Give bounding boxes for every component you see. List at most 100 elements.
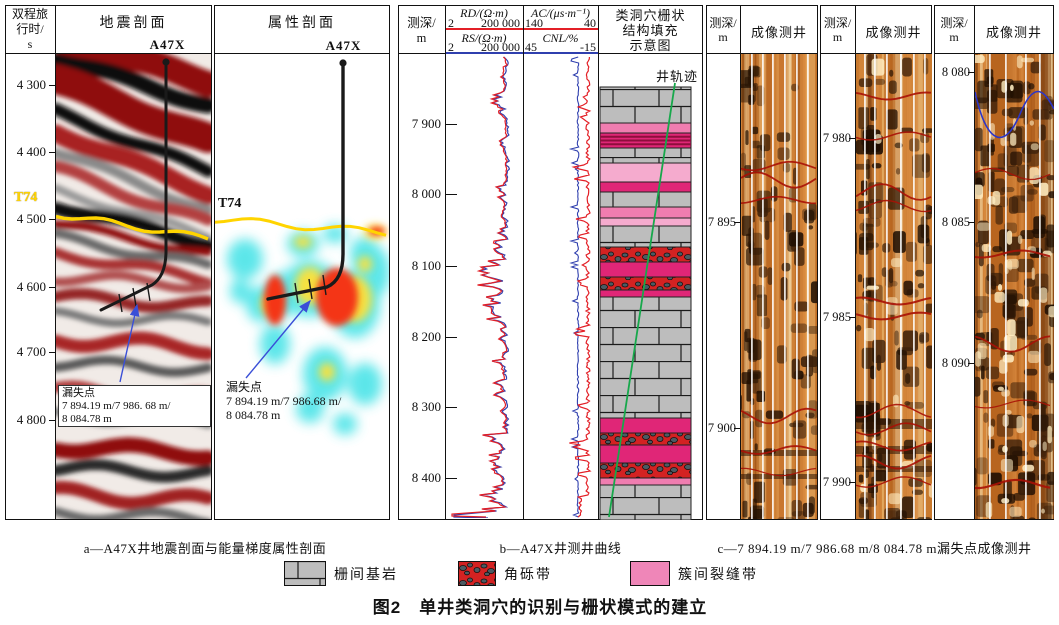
schematic-title: 类洞穴栅状 结构填充 示意图 bbox=[598, 8, 703, 53]
c2-depth-l1: 测深/ bbox=[823, 16, 852, 30]
legend-label-bedrock: 栅间基岩 bbox=[334, 568, 398, 583]
curve-header-ac: AC/(μs·m⁻¹) bbox=[531, 6, 590, 20]
rs-min: 2 bbox=[448, 40, 454, 54]
image-depth-tick-label: 7 980 bbox=[822, 131, 851, 145]
cnl-max: -15 bbox=[580, 40, 596, 54]
porosity-curves bbox=[568, 56, 592, 518]
depth-tick-mark bbox=[445, 124, 457, 125]
time-tick-mark bbox=[49, 420, 55, 421]
attribute-leak-depths2: 8 084.78 m bbox=[226, 408, 281, 422]
seismic-leak-title: 漏失点 bbox=[62, 387, 95, 399]
image-depth-tick-mark bbox=[734, 428, 740, 429]
c3-depth-l2: m bbox=[949, 30, 959, 44]
image-depth-tick-mark bbox=[849, 317, 855, 318]
rs-scale-line bbox=[446, 52, 523, 54]
depth-tick-label: 8 400 bbox=[411, 470, 441, 485]
curve-header-rs: RS/(Ω·m) bbox=[461, 31, 507, 45]
subcaption-b: b—A47X井测井曲线 bbox=[499, 541, 622, 556]
curve-scale-rs: 2 200 000 bbox=[448, 40, 520, 54]
attribute-leak-title: 漏失点 bbox=[226, 380, 263, 394]
time-tick-label: 4 800 bbox=[16, 412, 46, 427]
panel-c3-header-line bbox=[934, 53, 1054, 54]
panel-b-divider-2 bbox=[523, 5, 524, 520]
panel-c2-header-line bbox=[820, 53, 932, 54]
image-depth-tick-mark bbox=[849, 138, 855, 139]
depth-tick-label: 8 000 bbox=[411, 186, 441, 201]
legend-swatch-breccia-graphic bbox=[458, 561, 496, 586]
ac-scale-line bbox=[524, 28, 598, 30]
panel-b-header-line-depth bbox=[398, 53, 445, 54]
time-axis-label-line1: 双程旅 bbox=[11, 7, 48, 21]
c1-depth-l2: m bbox=[718, 30, 728, 44]
depth-tick-label: 8 100 bbox=[411, 258, 441, 273]
attribute-header-line bbox=[214, 53, 390, 54]
legend-label-breccia: 角砾带 bbox=[504, 568, 552, 583]
attribute-leak-depths1: 7 894.19 m/7 986.68 m/ bbox=[226, 394, 342, 408]
attribute-well-label: A47X bbox=[325, 38, 362, 53]
legend-swatch-bedrock-graphic bbox=[284, 561, 326, 586]
panel-b-divider-3 bbox=[598, 5, 599, 520]
image-depth-tick-mark bbox=[968, 363, 974, 364]
time-tick-label: 4 700 bbox=[16, 344, 46, 359]
seismic-leak-annotation: 漏失点 7 894.19 m/7 986. 68 m/ 8 084.78 m bbox=[58, 385, 211, 427]
legend-swatch-bedrock bbox=[284, 561, 326, 586]
panel-b-divider-1 bbox=[445, 5, 446, 520]
depth-axis-label: 测深/ m bbox=[398, 16, 445, 46]
seismic-leak-depths2: 8 084.78 m bbox=[62, 413, 112, 425]
time-tick-label: 4 600 bbox=[16, 279, 46, 294]
depth-tick-mark bbox=[445, 266, 457, 267]
image-depth-tick-label: 8 085 bbox=[941, 215, 970, 229]
c1-depth-label: 测深/ m bbox=[706, 16, 740, 44]
image-log-2 bbox=[856, 54, 932, 519]
time-tick-mark bbox=[49, 152, 55, 153]
depth-tick-mark bbox=[445, 194, 457, 195]
time-tick-label: 4 300 bbox=[16, 77, 46, 92]
c3-depth-l1: 测深/ bbox=[940, 16, 968, 30]
legend-swatch-breccia bbox=[458, 561, 496, 586]
rd-max: 200 000 bbox=[481, 16, 520, 30]
schematic-title-line1: 类洞穴栅状 bbox=[615, 8, 686, 23]
time-axis-label: 双程旅 行时/ s bbox=[6, 7, 54, 52]
subcaption-c: c—7 894.19 m/7 986.68 m/8 084.78 m漏失点成像测… bbox=[717, 541, 1032, 556]
curve-scale-rd: 2 200 000 bbox=[448, 16, 520, 30]
seismic-leak-depths1: 7 894.19 m/7 986. 68 m/ bbox=[62, 400, 171, 412]
attribute-leak-annotation: 漏失点 7 894.19 m/7 986.68 m/ 8 084.78 m bbox=[226, 380, 388, 422]
time-tick-mark bbox=[49, 219, 55, 220]
image-depth-tick-mark bbox=[968, 222, 974, 223]
panel-c3-divider bbox=[974, 5, 975, 520]
image-log-1 bbox=[741, 54, 817, 519]
cnl-scale-line bbox=[524, 52, 598, 54]
c3-image-label: 成像测井 bbox=[985, 25, 1042, 40]
time-axis-label-line2: 行时/ bbox=[16, 22, 44, 36]
curve-header-cnl: CNL/% bbox=[542, 31, 579, 45]
resistivity-curves bbox=[451, 56, 511, 518]
seismic-section-image bbox=[56, 54, 211, 519]
depth-tick-label: 7 900 bbox=[411, 116, 441, 131]
legend-swatch-fracture-graphic bbox=[630, 561, 670, 586]
attribute-section-image bbox=[215, 54, 389, 519]
curve-scale-ac: 140 40 bbox=[525, 17, 596, 29]
image-depth-tick-label: 7 990 bbox=[822, 475, 851, 489]
seismic-horizon-label: T74 bbox=[14, 190, 38, 205]
c2-image-label: 成像测井 bbox=[865, 25, 922, 40]
panel-c1-divider bbox=[740, 5, 741, 520]
lithology-column bbox=[599, 82, 692, 520]
schematic-title-line3: 示意图 bbox=[629, 38, 672, 53]
image-depth-tick-label: 8 080 bbox=[941, 65, 970, 79]
attribute-horizon-label: T74 bbox=[218, 196, 242, 211]
legend-label-fracture: 簇间裂缝带 bbox=[678, 568, 758, 583]
panel-b-header-line-schematic bbox=[598, 53, 703, 54]
schematic-title-line2: 结构填充 bbox=[622, 23, 679, 38]
image-depth-tick-mark bbox=[968, 72, 974, 73]
image-depth-tick-mark bbox=[734, 222, 740, 223]
c1-image-label: 成像测井 bbox=[750, 25, 807, 40]
rs-max: 200 000 bbox=[481, 40, 520, 54]
c2-depth-l2: m bbox=[832, 30, 843, 44]
time-tick-mark bbox=[49, 352, 55, 353]
subcaption-a: a—A47X井地震剖面与能量梯度属性剖面 bbox=[83, 541, 327, 556]
rd-scale-line bbox=[446, 28, 523, 30]
depth-tick-mark bbox=[445, 407, 457, 408]
time-tick-label: 4 400 bbox=[16, 144, 46, 159]
figure-caption: 图2 单井类洞穴的识别与栅状模式的建立 bbox=[372, 598, 708, 617]
c2-depth-label: 测深/ m bbox=[820, 16, 855, 44]
